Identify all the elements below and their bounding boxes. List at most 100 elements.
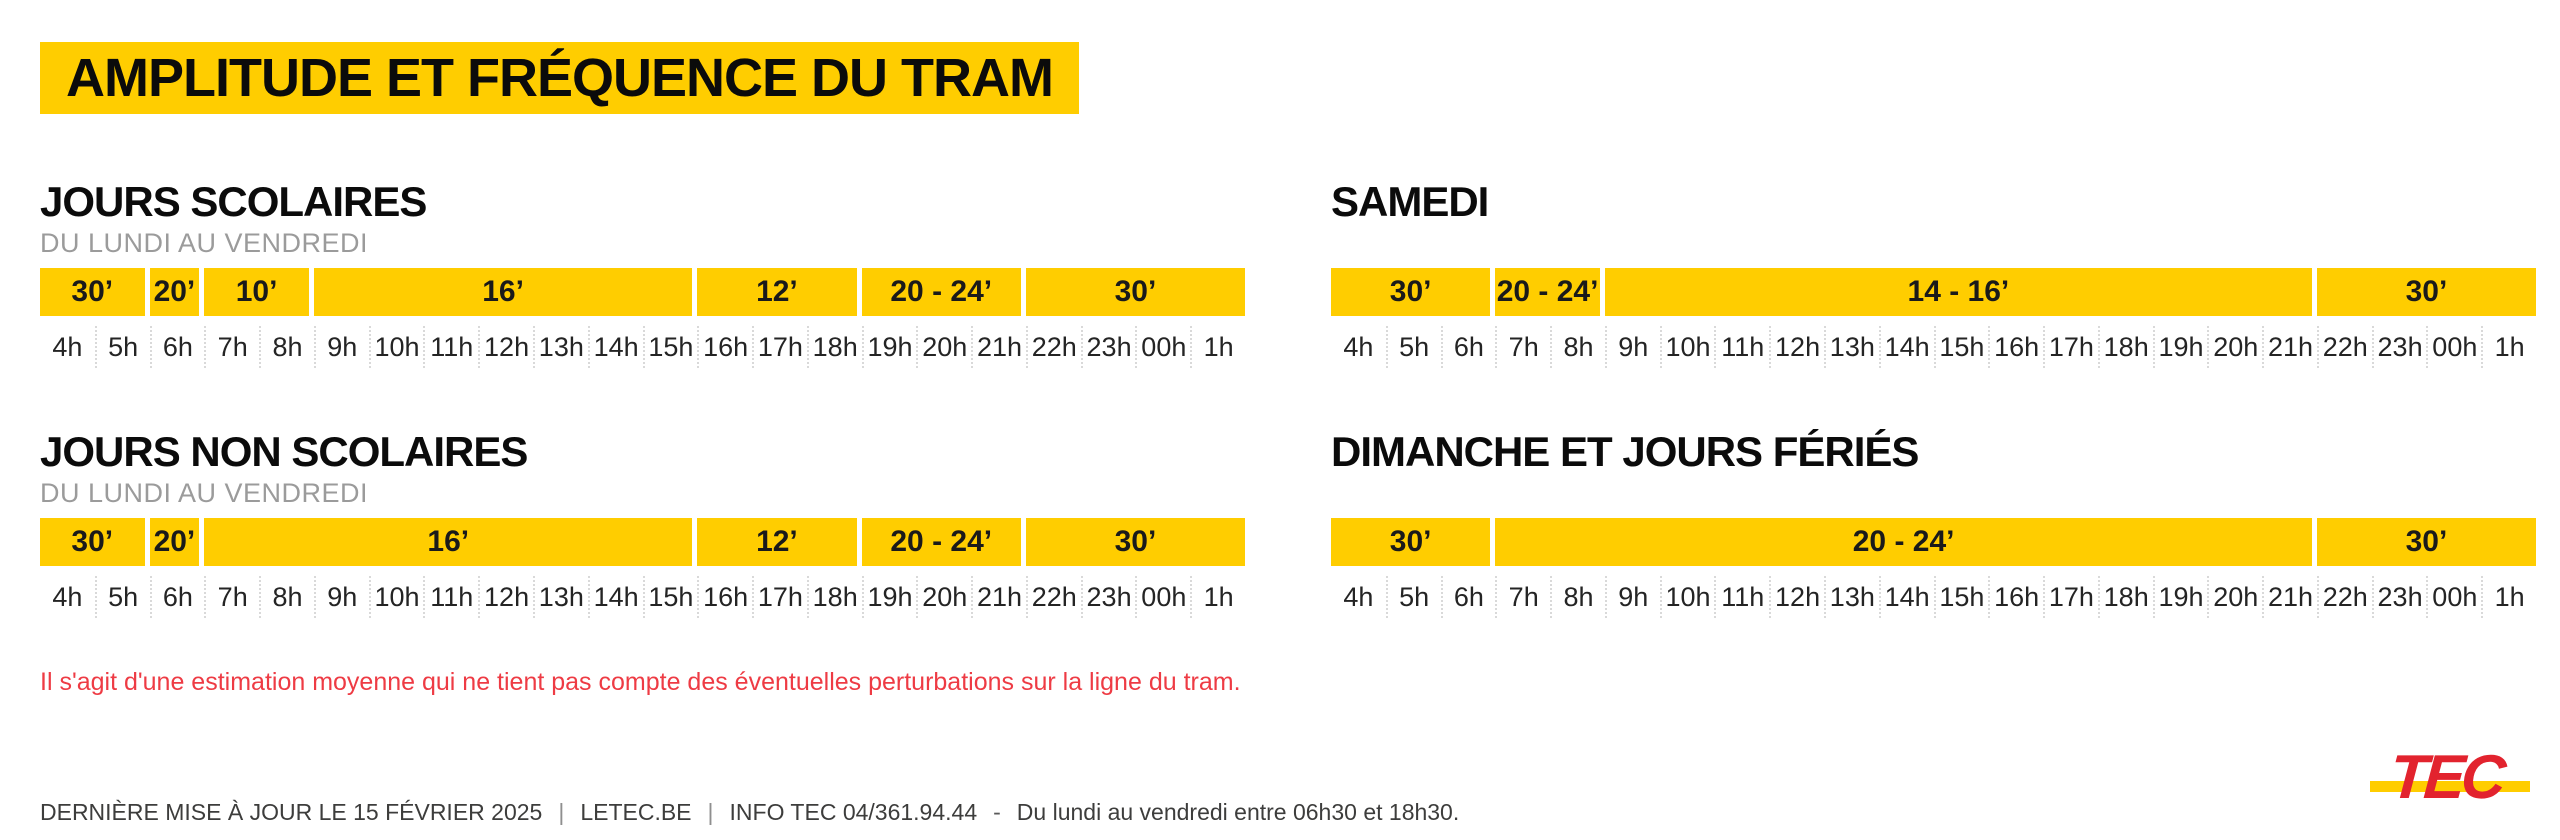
hour-label: 00h bbox=[1135, 326, 1190, 368]
section-samedi: SAMEDI 30’ 20 - 24’ 14 - 16’ 30’ 4h 5h 6h 7h 8h… bbox=[1331, 178, 2536, 368]
timeline-samedi: 30’ 20 - 24’ 14 - 16’ 30’ 4h 5h 6h 7h 8h 9h 10h 11… bbox=[1331, 268, 2536, 368]
hour-label: 16h bbox=[697, 326, 752, 368]
footer-dash: - bbox=[993, 799, 1001, 825]
hour-label: 1h bbox=[2481, 326, 2536, 368]
footer: DERNIÈRE MISE À JOUR LE 15 FÉVRIER 2025 … bbox=[40, 799, 1459, 826]
hour-label: 10h bbox=[368, 576, 424, 618]
hour-label: 14h bbox=[587, 576, 643, 618]
frequency-segment: 10’ bbox=[204, 268, 309, 316]
hour-label: 21h bbox=[971, 326, 1026, 368]
hour-label: 12h bbox=[1769, 326, 1824, 368]
hour-label: 19h bbox=[2152, 576, 2208, 618]
section-jours-non-scolaires: JOURS NON SCOLAIRES DU LUNDI AU VENDREDI… bbox=[40, 428, 1245, 618]
schedule-grid: JOURS SCOLAIRES DU LUNDI AU VENDREDI 30’… bbox=[40, 178, 2536, 618]
section-header: SAMEDI bbox=[1331, 178, 2536, 268]
frequency-bar: 30’ 20’ 10’ 16’ 12’ 20 - 24’ 30’ bbox=[40, 268, 1245, 316]
hour-label: 12h bbox=[478, 326, 533, 368]
frequency-segment: 30’ bbox=[1025, 518, 1245, 566]
hour-label: 4h bbox=[1343, 331, 1374, 362]
section-header: JOURS NON SCOLAIRES DU LUNDI AU VENDREDI bbox=[40, 428, 1245, 518]
frequency-segment: 30’ bbox=[40, 268, 145, 316]
hour-label: 6h bbox=[149, 326, 205, 368]
footer-separator: | bbox=[558, 799, 565, 825]
section-subtitle: DU LUNDI AU VENDREDI bbox=[40, 228, 369, 258]
last-updated-text: DERNIÈRE MISE À JOUR LE 15 FÉVRIER 2025 bbox=[40, 799, 543, 825]
hour-scale: 4h 5h 6h 7h 8h 9h 10h 11h 12h 13h 14h 15h 16h 17h 18h 1… bbox=[40, 576, 1245, 618]
hour-label: 7h bbox=[1495, 326, 1550, 368]
hour-label: 14h bbox=[1878, 326, 1934, 368]
frequency-segment: 30’ bbox=[2316, 518, 2536, 566]
hour-label: 21h bbox=[2262, 326, 2317, 368]
disclaimer-note: Il s'agit d'une estimation moyenne qui n… bbox=[40, 668, 1241, 696]
hour-label: 15h bbox=[642, 576, 698, 618]
hour-label: 00h bbox=[2426, 326, 2481, 368]
frequency-segment: 30’ bbox=[2316, 268, 2536, 316]
frequency-segment: 12’ bbox=[697, 518, 857, 566]
hour-label: 10h bbox=[1659, 576, 1715, 618]
frequency-segment: 30’ bbox=[40, 518, 145, 566]
hour-label: 5h bbox=[1385, 326, 1441, 368]
hour-label: 1h bbox=[1190, 576, 1245, 618]
hour-label: 4h bbox=[52, 581, 83, 612]
hour-label: 6h bbox=[1440, 326, 1496, 368]
title-banner: AMPLITUDE ET FRÉQUENCE DU TRAM bbox=[40, 42, 1079, 114]
hour-label: 23h bbox=[1080, 326, 1136, 368]
frequency-segment: 30’ bbox=[1331, 518, 1491, 566]
frequency-segment: 16’ bbox=[313, 268, 693, 316]
hour-label: 8h bbox=[1550, 326, 1605, 368]
hour-label: 13h bbox=[1823, 576, 1879, 618]
hour-label: 9h bbox=[1604, 576, 1660, 618]
hour-label: 5h bbox=[94, 576, 150, 618]
frequency-segment: 14 - 16’ bbox=[1604, 268, 2312, 316]
hour-label: 8h bbox=[1550, 576, 1605, 618]
timeline-dimanche-et-jours-feries: 30’ 20 - 24’ 30’ 4h 5h 6h 7h 8h 9h 10h 11h 12h 13h 1… bbox=[1331, 518, 2536, 618]
hour-label: 15h bbox=[642, 326, 698, 368]
hour-label: 18h bbox=[806, 326, 862, 368]
hour-label: 13h bbox=[532, 576, 588, 618]
hour-label: 9h bbox=[313, 576, 369, 618]
hour-label: 10h bbox=[368, 326, 424, 368]
hour-label: 1h bbox=[2481, 576, 2536, 618]
hour-label: 7h bbox=[204, 576, 259, 618]
hour-label: 7h bbox=[1495, 576, 1550, 618]
hour-label: 15h bbox=[1933, 326, 1989, 368]
section-title: JOURS SCOLAIRES bbox=[40, 178, 427, 225]
hour-label: 6h bbox=[1440, 576, 1496, 618]
hour-label: 19h bbox=[2152, 326, 2208, 368]
hour-label: 21h bbox=[2262, 576, 2317, 618]
hour-label: 9h bbox=[1604, 326, 1660, 368]
hour-label: 16h bbox=[1988, 576, 2043, 618]
info-phone-text: INFO TEC 04/361.94.44 bbox=[729, 799, 978, 825]
frequency-segment: 16’ bbox=[204, 518, 693, 566]
hour-label: 22h bbox=[1025, 576, 1081, 618]
left-column: JOURS SCOLAIRES DU LUNDI AU VENDREDI 30’… bbox=[40, 178, 1245, 618]
frequency-segment: 30’ bbox=[1331, 268, 1491, 316]
hour-scale: 4h 5h 6h 7h 8h 9h 10h 11h 12h 13h 14h 15h 16h 17h 18h 1… bbox=[40, 326, 1245, 368]
hour-label: 8h bbox=[259, 326, 314, 368]
timeline-jours-non-scolaires: 30’ 20’ 16’ 12’ 20 - 24’ 30’ 4h 5h 6h 7h 8h 9h 10h 1… bbox=[40, 518, 1245, 618]
hour-label: 18h bbox=[806, 576, 862, 618]
section-title: SAMEDI bbox=[1331, 178, 1489, 225]
frequency-segment: 20 - 24’ bbox=[861, 268, 1021, 316]
phone-hours-text: Du lundi au vendredi entre 06h30 et 18h3… bbox=[1016, 799, 1460, 825]
hour-label: 11h bbox=[423, 326, 478, 368]
frequency-bar: 30’ 20 - 24’ 14 - 16’ 30’ bbox=[1331, 268, 2536, 316]
hour-label: 22h bbox=[2316, 576, 2372, 618]
hour-label: 00h bbox=[1135, 576, 1190, 618]
hour-label: 17h bbox=[752, 576, 807, 618]
frequency-segment: 12’ bbox=[697, 268, 857, 316]
hour-label: 12h bbox=[478, 576, 533, 618]
hour-label: 15h bbox=[1933, 576, 1989, 618]
hour-scale: 4h 5h 6h 7h 8h 9h 10h 11h 12h 13h 14h 15h 16h 17h 18h 1… bbox=[1331, 576, 2536, 618]
hour-label: 19h bbox=[861, 326, 917, 368]
hour-label: 20h bbox=[2207, 326, 2262, 368]
hour-label: 19h bbox=[861, 576, 917, 618]
frequency-segment: 20 - 24’ bbox=[1495, 518, 2312, 566]
right-column: SAMEDI 30’ 20 - 24’ 14 - 16’ 30’ 4h 5h 6h 7h 8h… bbox=[1331, 178, 2536, 618]
hour-label: 22h bbox=[2316, 326, 2372, 368]
frequency-segment: 30’ bbox=[1025, 268, 1245, 316]
hour-label: 21h bbox=[971, 576, 1026, 618]
hour-label: 11h bbox=[1714, 576, 1769, 618]
website-text: LETEC.BE bbox=[580, 799, 692, 825]
hour-label: 12h bbox=[1769, 576, 1824, 618]
